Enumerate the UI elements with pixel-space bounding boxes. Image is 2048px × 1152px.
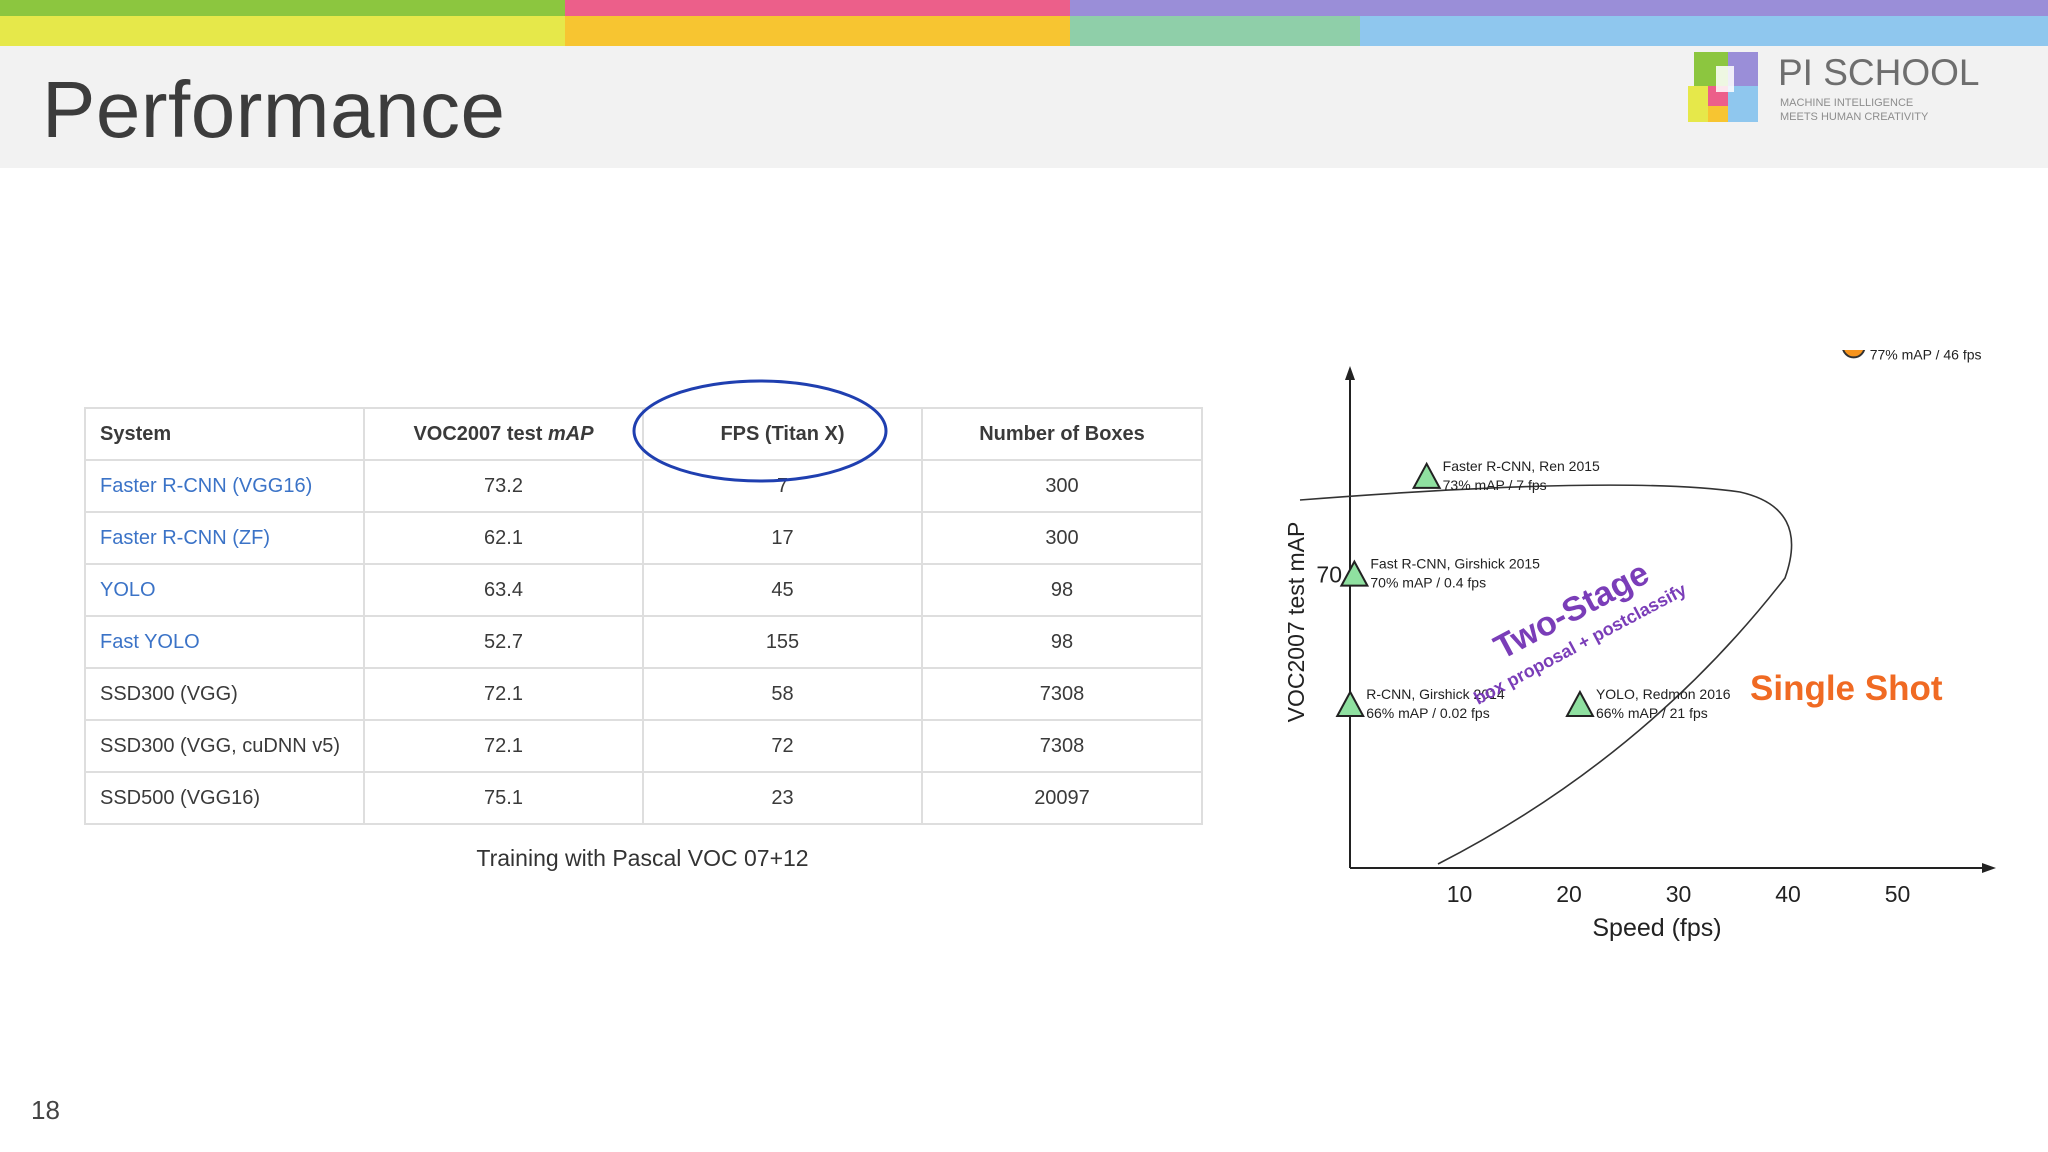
logo-tagline: MACHINE INTELLIGENCE MEETS HUMAN CREATIV… [1780, 96, 1928, 124]
data-point-circle [1842, 350, 1866, 359]
cell-system: Faster R-CNN (ZF) [84, 511, 365, 565]
cell-map: 62.1 [363, 511, 644, 565]
cell-fps: 45 [642, 563, 923, 617]
cell-system: Fast YOLO [84, 615, 365, 669]
x-tick-label: 40 [1775, 881, 1801, 907]
cell-boxes: 98 [921, 615, 1203, 669]
cell-system: YOLO [84, 563, 365, 617]
cell-boxes: 7308 [921, 719, 1203, 773]
cell-boxes: 20097 [921, 771, 1203, 825]
point-sublabel: 66% mAP / 21 fps [1596, 705, 1708, 721]
logo-tagline-line-1: MACHINE INTELLIGENCE [1780, 97, 1914, 109]
pi-school-logo: PI SCHOOL MACHINE INTELLIGENCE MEETS HUM… [1688, 52, 2028, 128]
cell-fps: 17 [642, 511, 923, 565]
logo-name: PI SCHOOL [1778, 52, 1980, 93]
slide-title: Performance [42, 65, 506, 154]
cell-system: SSD500 (VGG16) [84, 771, 365, 825]
cell-system: SSD300 (VGG, cuDNN v5) [84, 719, 365, 773]
two-stage-boundary-curve [1299, 484, 1793, 865]
point-label: Faster R-CNN, Ren 2015 [1443, 458, 1600, 474]
cell-fps: 155 [642, 615, 923, 669]
cell-boxes: 300 [921, 459, 1203, 513]
cell-boxes: 98 [921, 563, 1203, 617]
x-tick-label: 20 [1556, 881, 1582, 907]
header-system: System [84, 407, 365, 461]
point-sublabel: 66% mAP / 0.02 fps [1366, 705, 1489, 721]
y-axis-label: VOC2007 test mAP [1283, 522, 1309, 723]
x-tick-label: 50 [1885, 881, 1911, 907]
header-boxes: Number of Boxes [921, 407, 1203, 461]
x-tick-label: 30 [1666, 881, 1692, 907]
cell-fps: 58 [642, 667, 923, 721]
single-shot-label: Single Shot [1750, 669, 1943, 708]
fps-highlight-ellipse [632, 379, 888, 483]
cell-system: SSD300 (VGG) [84, 667, 365, 721]
table-row: SSD500 (VGG16) 75.1 23 20097 [84, 771, 1203, 825]
data-point-triangle [1339, 559, 1370, 587]
cell-fps: 72 [642, 719, 923, 773]
cell-system: Faster R-CNN (VGG16) [84, 459, 365, 513]
x-axis-arrow [1982, 863, 1996, 873]
table-row: Faster R-CNN (VGG16) 73.2 7 300 [84, 459, 1203, 513]
speed-vs-map-scatter-chart: 10203040507080 SSD51280% mAP / 19 fpsSSD… [1283, 350, 1996, 942]
cell-map: 72.1 [363, 667, 644, 721]
x-axis-label: Speed (fps) [1592, 914, 1721, 942]
cell-map: 72.1 [363, 719, 644, 773]
table-row: SSD300 (VGG, cuDNN v5) 72.1 72 7308 [84, 719, 1203, 773]
logo-tagline-line-2: MEETS HUMAN CREATIVITY [1780, 111, 1929, 123]
table-row: YOLO 63.4 45 98 [84, 563, 1203, 617]
cell-map: 63.4 [363, 563, 644, 617]
cell-fps: 23 [642, 771, 923, 825]
pi-school-logo-icon [1688, 52, 1758, 122]
data-point-triangle [1565, 689, 1595, 718]
point-sublabel: 73% mAP / 7 fps [1443, 477, 1547, 493]
cell-boxes: 300 [921, 511, 1203, 565]
cell-map: 52.7 [363, 615, 644, 669]
axis-ticks: 10203040507080 [1316, 562, 1911, 907]
point-sublabel: 70% mAP / 0.4 fps [1370, 575, 1486, 591]
y-tick-label: 70 [1316, 562, 1342, 588]
point-label: Fast R-CNN, Girshick 2015 [1370, 556, 1540, 572]
table-caption: Training with Pascal VOC 07+12 [476, 845, 809, 871]
data-points: SSD51280% mAP / 19 fpsSSD30077% mAP / 46… [1335, 350, 1982, 721]
x-tick-label: 10 [1447, 881, 1473, 907]
cell-map: 73.2 [363, 459, 644, 513]
header-map: VOC2007 test mAP [363, 407, 644, 461]
data-point-triangle [1411, 461, 1442, 489]
table-row: SSD300 (VGG) 72.1 58 7308 [84, 667, 1203, 721]
table-header-row: System VOC2007 test mAP FPS (Titan X) Nu… [84, 407, 1203, 461]
color-stripe-bar [0, 0, 2048, 46]
y-axis-arrow [1345, 366, 1355, 380]
point-label: R-CNN, Girshick 2014 [1366, 686, 1505, 702]
data-point-triangle [1335, 689, 1365, 718]
table-row: Faster R-CNN (ZF) 62.1 17 300 [84, 511, 1203, 565]
table-row: Fast YOLO 52.7 155 98 [84, 615, 1203, 669]
page-number: 18 [31, 1095, 60, 1125]
cell-boxes: 7308 [921, 667, 1203, 721]
point-sublabel: 77% mAP / 46 fps [1870, 350, 1982, 362]
point-label: YOLO, Redmon 2016 [1596, 686, 1731, 702]
results-table: System VOC2007 test mAP FPS (Titan X) Nu… [84, 407, 1203, 825]
cell-fps: 7 [642, 459, 923, 513]
cell-map: 75.1 [363, 771, 644, 825]
